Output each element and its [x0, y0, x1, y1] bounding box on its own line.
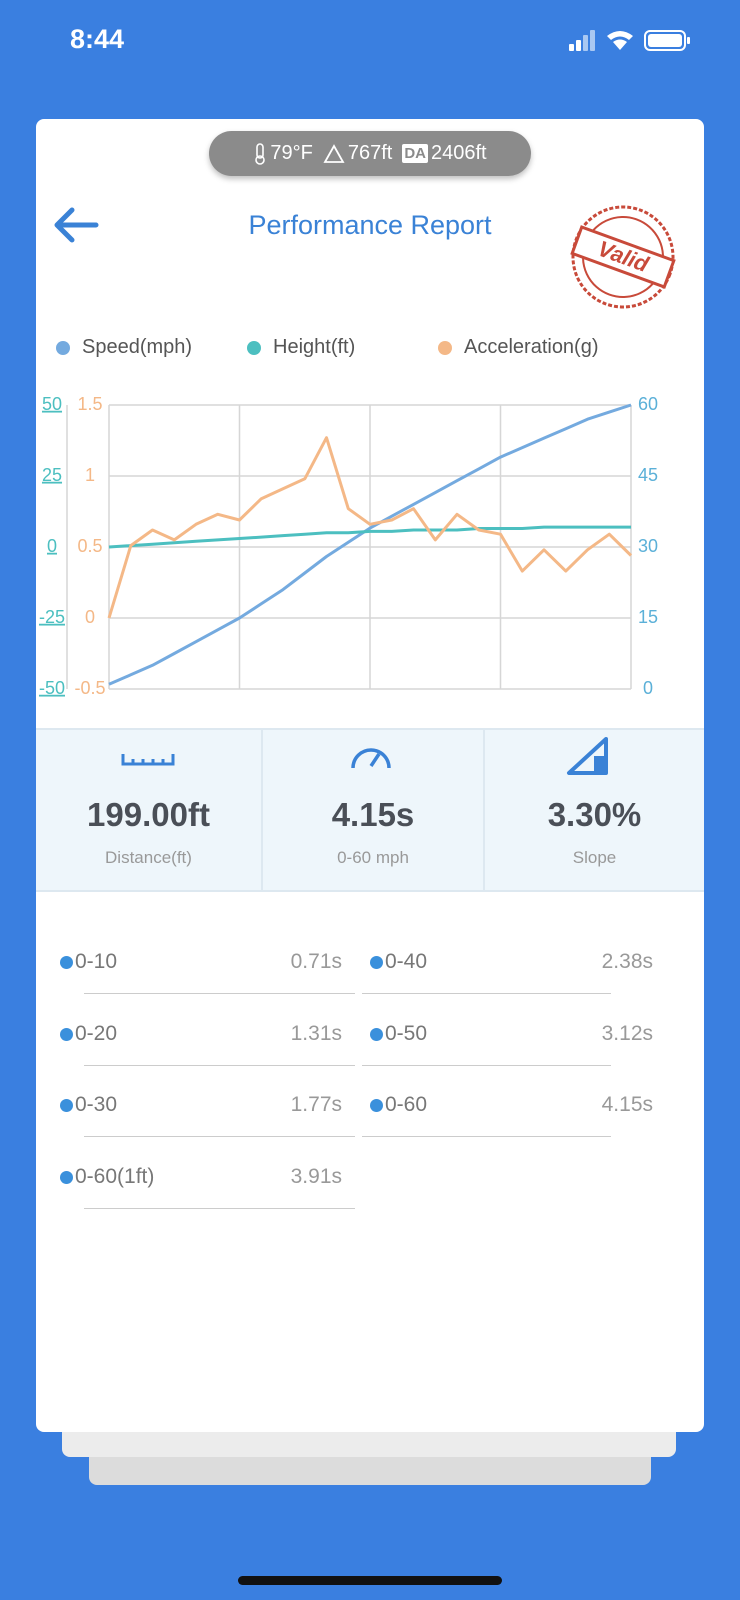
split-dot: [60, 956, 73, 969]
y-tick-label: -25: [39, 607, 65, 627]
split-underline: [84, 1207, 355, 1209]
stat: 199.00ft Distance(ft): [36, 730, 261, 890]
stat-value: 4.15s: [331, 796, 415, 833]
split-time: 1.31s: [290, 1021, 342, 1045]
status-icons: [569, 30, 690, 51]
series-line: [108, 525, 631, 549]
slope-icon: [567, 737, 608, 775]
stat-caption: Distance(ft): [105, 848, 192, 867]
split-underline: [84, 993, 355, 994]
split-time: 3.91s: [290, 1164, 342, 1188]
split-item: 0-60 4.15s: [362, 1087, 653, 1159]
altitude: 767ft: [323, 142, 392, 165]
split-label: 0-40: [385, 950, 428, 973]
y3-tick-label: 1.5: [77, 394, 102, 414]
stat: 4.15s 0-60 mph: [263, 730, 483, 890]
split-item: 0-60(1ft) 3.91s: [60, 1159, 355, 1231]
y-tick-label: 25: [42, 465, 62, 485]
legend-swatch: [247, 340, 261, 355]
split-label: 0-10: [75, 950, 118, 973]
temperature-text: 79°F: [270, 142, 313, 164]
da-badge: DA: [402, 144, 428, 163]
mountain-icon: [323, 143, 345, 163]
series-line: [107, 436, 633, 619]
temperature: 79°F: [253, 142, 313, 165]
split-item: 0-10 0.71s: [60, 944, 355, 1016]
gauge-icon: [351, 748, 391, 769]
back-button[interactable]: [52, 205, 100, 245]
y2-tick-label: 60: [638, 394, 658, 414]
legend-item: Speed(mph): [56, 336, 192, 359]
split-time: 3.12s: [601, 1021, 653, 1045]
stat-caption: 0-60 mph: [337, 848, 409, 867]
split-item: 0-30 1.77s: [60, 1087, 355, 1159]
divider: [261, 730, 263, 890]
y3-tick-label: 0: [85, 607, 95, 627]
split-time: 2.38s: [601, 950, 653, 973]
split-dot: [60, 1099, 73, 1112]
y3-tick-label: 0.5: [77, 536, 102, 556]
split-label: 0-20: [75, 1021, 118, 1045]
density-altitude: DA 2406ft: [402, 142, 487, 165]
split-item: 0-50 3.12s: [362, 1016, 653, 1088]
legend-swatch: [56, 340, 70, 355]
y3-tick-label: 1: [85, 465, 95, 485]
y2-tick-label: 15: [638, 607, 658, 627]
da-text: 2406ft: [431, 142, 487, 164]
y-tick-label: 0: [47, 536, 57, 556]
chart: -50 -25 0 25 50 -0.5 0 0.5 1 1.5 0 15 30 45 60: [39, 394, 658, 698]
stats-band: 199.00ft Distance(ft) 4.15s 0-60 mph 3.30% Sl…: [36, 728, 704, 892]
split-item: 0-20 1.31s: [60, 1016, 355, 1088]
split-label: 0-60(1ft): [75, 1164, 155, 1188]
y-tick-label: 50: [42, 394, 62, 414]
split-underline: [84, 1064, 355, 1066]
y2-tick-label: 45: [638, 465, 658, 485]
split-underline: [362, 993, 611, 994]
split-label: 0-60: [385, 1093, 428, 1116]
stat: 3.30% Slope: [485, 730, 704, 890]
legend-label: Height(ft): [273, 336, 356, 358]
legend-item: Acceleration(g): [438, 336, 599, 359]
split-dot: [60, 1170, 73, 1184]
split-time: 0.71s: [290, 950, 342, 973]
legend-swatch: [438, 340, 452, 355]
home-indicator: [238, 1576, 502, 1585]
split-dot: [60, 1027, 73, 1041]
thermometer-icon: [255, 142, 266, 165]
split-item: 0-40 2.38s: [362, 944, 653, 1016]
altitude-text: 767ft: [347, 142, 393, 164]
split-underline: [84, 1136, 355, 1137]
stat-value: 199.00ft: [87, 796, 210, 833]
legend-label: Acceleration(g): [464, 336, 599, 358]
series-line: [108, 403, 632, 686]
split-dot: [370, 1027, 383, 1041]
divider: [483, 730, 485, 890]
valid-stamp: Valid: [570, 205, 676, 309]
split-dot: [370, 1099, 383, 1112]
stat-value: 3.30%: [547, 796, 642, 833]
split-time: 1.77s: [290, 1093, 342, 1116]
ruler-icon: [121, 754, 175, 766]
y-tick-label: -50: [39, 678, 65, 698]
legend-item: Height(ft): [247, 336, 355, 359]
split-label: 0-50: [385, 1021, 428, 1045]
split-time: 4.15s: [601, 1093, 653, 1116]
split-underline: [362, 1064, 611, 1066]
legend-label: Speed(mph): [82, 336, 193, 358]
split-dot: [370, 956, 383, 969]
split-underline: [362, 1136, 611, 1137]
split-label: 0-30: [75, 1093, 118, 1116]
y3-tick-label: -0.5: [74, 678, 105, 698]
page-title: Performance Report: [248, 210, 492, 240]
y2-tick-label: 0: [643, 678, 653, 698]
y2-tick-label: 30: [638, 536, 658, 556]
status-time: 8:44: [70, 24, 125, 54]
stat-caption: Slope: [572, 848, 617, 867]
conditions-pill: 79°F 767ft DA 2406ft: [209, 131, 531, 176]
